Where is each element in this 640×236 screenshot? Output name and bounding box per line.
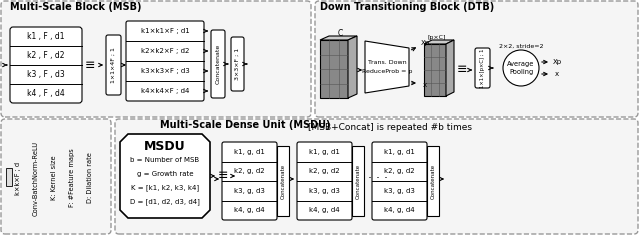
Text: 1×1×[p×C] ; 1: 1×1×[p×C] ; 1 bbox=[480, 48, 485, 88]
Text: k2, g, d2: k2, g, d2 bbox=[234, 168, 265, 174]
Text: k3, g, d3: k3, g, d3 bbox=[384, 188, 415, 194]
Bar bbox=[277, 146, 289, 216]
Text: F: #Feature maps: F: #Feature maps bbox=[69, 149, 75, 207]
Text: ReduceProb = p: ReduceProb = p bbox=[362, 69, 412, 75]
Circle shape bbox=[503, 50, 539, 86]
Bar bbox=[6, 168, 12, 186]
Text: 1×1×4F ; 1: 1×1×4F ; 1 bbox=[111, 47, 116, 83]
Bar bbox=[352, 146, 364, 216]
FancyBboxPatch shape bbox=[222, 142, 277, 220]
Polygon shape bbox=[320, 36, 357, 40]
Text: k1 , F , d1: k1 , F , d1 bbox=[28, 32, 65, 41]
Polygon shape bbox=[120, 134, 210, 218]
FancyBboxPatch shape bbox=[475, 48, 490, 88]
Text: 3×3×F ; 1: 3×3×F ; 1 bbox=[235, 48, 240, 80]
FancyBboxPatch shape bbox=[1, 119, 111, 234]
Text: k4 , F , d4: k4 , F , d4 bbox=[27, 89, 65, 98]
Text: C: C bbox=[337, 30, 342, 38]
Text: Average: Average bbox=[508, 61, 534, 67]
Polygon shape bbox=[424, 40, 454, 44]
Text: k2 , F , d2: k2 , F , d2 bbox=[28, 51, 65, 60]
FancyBboxPatch shape bbox=[231, 37, 244, 91]
Text: k3, g, d3: k3, g, d3 bbox=[309, 188, 340, 194]
Text: K = [k1, k2, k3, k4]: K = [k1, k2, k3, k4] bbox=[131, 185, 199, 191]
Text: Pooling: Pooling bbox=[509, 69, 533, 75]
Text: Concatenate: Concatenate bbox=[431, 164, 435, 198]
Text: b = Number of MSB: b = Number of MSB bbox=[131, 157, 200, 163]
FancyBboxPatch shape bbox=[372, 142, 427, 220]
Text: Trans. Down: Trans. Down bbox=[368, 60, 406, 66]
Text: k1×k1×F ; d1: k1×k1×F ; d1 bbox=[141, 28, 189, 34]
Text: x: x bbox=[555, 71, 559, 77]
Text: Xp: Xp bbox=[420, 40, 429, 46]
Text: ≡: ≡ bbox=[218, 169, 228, 182]
FancyBboxPatch shape bbox=[315, 1, 638, 117]
Polygon shape bbox=[348, 36, 357, 98]
Polygon shape bbox=[365, 41, 409, 93]
Text: k1, g, d1: k1, g, d1 bbox=[384, 149, 415, 155]
Text: k3×k3×F ; d3: k3×k3×F ; d3 bbox=[141, 68, 189, 74]
Polygon shape bbox=[320, 40, 348, 98]
Text: k2, g, d2: k2, g, d2 bbox=[309, 168, 340, 174]
FancyBboxPatch shape bbox=[126, 21, 204, 101]
Text: k1, g, d1: k1, g, d1 bbox=[309, 149, 340, 155]
Bar bbox=[427, 146, 439, 216]
FancyBboxPatch shape bbox=[106, 35, 121, 95]
Text: ≡: ≡ bbox=[84, 59, 95, 72]
Text: g = Growth rate: g = Growth rate bbox=[137, 171, 193, 177]
Text: D = [d1, d2, d3, d4]: D = [d1, d2, d3, d4] bbox=[130, 199, 200, 205]
Text: Conv-BatchNorm-ReLU: Conv-BatchNorm-ReLU bbox=[33, 140, 39, 215]
Text: Down Transitioning Block (DTB): Down Transitioning Block (DTB) bbox=[320, 2, 494, 12]
Text: Multi-Scale Block (MSB): Multi-Scale Block (MSB) bbox=[10, 2, 141, 12]
Text: ≡: ≡ bbox=[457, 63, 467, 76]
FancyBboxPatch shape bbox=[1, 1, 311, 117]
Text: MSDU: MSDU bbox=[144, 139, 186, 152]
Text: k4, g, d4: k4, g, d4 bbox=[309, 207, 340, 213]
Text: 2×2, stride=2: 2×2, stride=2 bbox=[499, 43, 543, 49]
Text: Concatenate: Concatenate bbox=[280, 164, 285, 198]
Text: [p×C]: [p×C] bbox=[428, 34, 447, 39]
FancyBboxPatch shape bbox=[297, 142, 352, 220]
Text: D: Dilation rate: D: Dilation rate bbox=[87, 152, 93, 203]
Text: k2×k2×F ; d2: k2×k2×F ; d2 bbox=[141, 48, 189, 54]
Text: k4, g, d4: k4, g, d4 bbox=[234, 207, 265, 213]
Polygon shape bbox=[424, 44, 446, 96]
Text: k×k×F ; d: k×k×F ; d bbox=[15, 161, 21, 194]
Text: Multi-Scale Dense Unit (MSDU): Multi-Scale Dense Unit (MSDU) bbox=[160, 120, 330, 130]
Polygon shape bbox=[446, 40, 454, 96]
Text: K: Kernel size: K: Kernel size bbox=[51, 156, 57, 200]
Text: Concatenate: Concatenate bbox=[216, 44, 221, 84]
Text: k3, g, d3: k3, g, d3 bbox=[234, 188, 265, 194]
Text: k4, g, d4: k4, g, d4 bbox=[384, 207, 415, 213]
Text: x: x bbox=[423, 82, 427, 88]
FancyBboxPatch shape bbox=[115, 119, 638, 234]
Text: Concatenate: Concatenate bbox=[355, 164, 360, 198]
Text: k1, g, d1: k1, g, d1 bbox=[234, 149, 265, 155]
Text: k3 , F , d3: k3 , F , d3 bbox=[27, 70, 65, 79]
FancyBboxPatch shape bbox=[211, 30, 225, 98]
Text: Xp: Xp bbox=[552, 59, 561, 65]
Text: [MSB+Concat] is repeated #b times: [MSB+Concat] is repeated #b times bbox=[308, 122, 472, 131]
Text: k4×k4×F ; d4: k4×k4×F ; d4 bbox=[141, 88, 189, 94]
FancyBboxPatch shape bbox=[10, 27, 82, 103]
Text: · · ·: · · · bbox=[368, 173, 388, 185]
Text: k2, g, d2: k2, g, d2 bbox=[384, 168, 415, 174]
